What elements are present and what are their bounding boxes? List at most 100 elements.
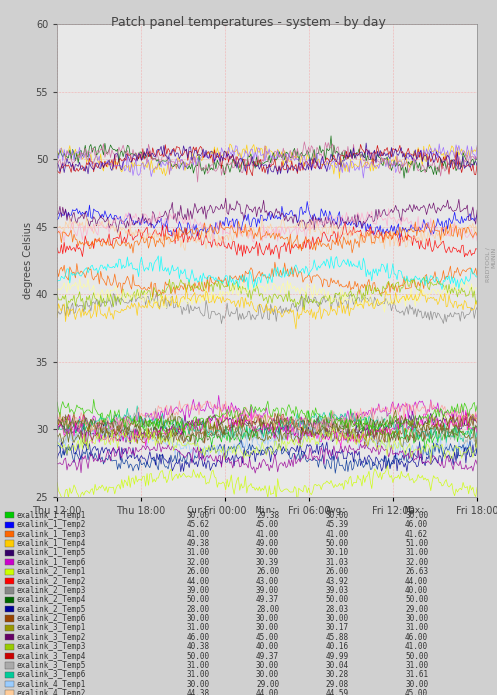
- Text: 28.00: 28.00: [186, 605, 210, 614]
- Text: 43.92: 43.92: [326, 577, 349, 585]
- Text: 26.00: 26.00: [256, 567, 279, 576]
- Text: 31.00: 31.00: [186, 548, 210, 557]
- Text: exalink_2_Temp4: exalink_2_Temp4: [17, 596, 86, 604]
- Text: 44.00: 44.00: [186, 577, 210, 585]
- Text: 31.00: 31.00: [186, 623, 210, 632]
- Text: exalink_1_Temp1: exalink_1_Temp1: [17, 511, 86, 520]
- Text: 44.38: 44.38: [186, 689, 210, 695]
- Text: 41.00: 41.00: [256, 530, 279, 539]
- Text: 26.00: 26.00: [326, 567, 349, 576]
- Text: exalink_1_Temp5: exalink_1_Temp5: [17, 548, 86, 557]
- Text: 31.00: 31.00: [405, 623, 428, 632]
- Text: 51.00: 51.00: [405, 539, 428, 548]
- Text: 31.00: 31.00: [405, 661, 428, 670]
- Text: 30.00: 30.00: [256, 548, 279, 557]
- Text: exalink_3_Temp2: exalink_3_Temp2: [17, 633, 86, 641]
- Text: Max:: Max:: [405, 506, 426, 515]
- Text: 28.00: 28.00: [256, 605, 279, 614]
- Text: 32.00: 32.00: [186, 558, 210, 566]
- Text: exalink_3_Temp5: exalink_3_Temp5: [17, 661, 86, 670]
- Text: 30.00: 30.00: [326, 511, 349, 520]
- Text: 41.00: 41.00: [326, 530, 349, 539]
- Text: exalink_2_Temp2: exalink_2_Temp2: [17, 577, 86, 585]
- Text: 50.00: 50.00: [405, 652, 428, 660]
- Text: exalink_1_Temp3: exalink_1_Temp3: [17, 530, 86, 539]
- Text: exalink_1_Temp6: exalink_1_Temp6: [17, 558, 86, 566]
- Text: 46.00: 46.00: [186, 633, 210, 641]
- Text: 49.37: 49.37: [256, 596, 279, 604]
- Text: 30.00: 30.00: [326, 614, 349, 623]
- Text: 40.00: 40.00: [256, 642, 279, 651]
- Text: 45.62: 45.62: [186, 521, 210, 529]
- Text: 31.00: 31.00: [186, 661, 210, 670]
- Text: 26.00: 26.00: [186, 567, 210, 576]
- Text: Patch panel temperatures - system - by day: Patch panel temperatures - system - by d…: [111, 16, 386, 29]
- Text: 44.00: 44.00: [256, 689, 279, 695]
- Text: 40.38: 40.38: [186, 642, 210, 651]
- Text: exalink_3_Temp1: exalink_3_Temp1: [17, 623, 86, 632]
- Text: 45.00: 45.00: [256, 521, 279, 529]
- Text: exalink_3_Temp6: exalink_3_Temp6: [17, 671, 86, 679]
- Text: 26.63: 26.63: [405, 567, 428, 576]
- Text: 39.00: 39.00: [256, 586, 279, 595]
- Text: 29.00: 29.00: [256, 680, 279, 689]
- Text: 45.39: 45.39: [326, 521, 349, 529]
- Text: 40.00: 40.00: [405, 586, 428, 595]
- Text: exalink_1_Temp4: exalink_1_Temp4: [17, 539, 86, 548]
- Text: exalink_4_Temp1: exalink_4_Temp1: [17, 680, 86, 689]
- Text: 30.17: 30.17: [326, 623, 349, 632]
- Text: 41.00: 41.00: [405, 642, 428, 651]
- Text: Cur:: Cur:: [186, 506, 208, 515]
- Text: 31.61: 31.61: [405, 671, 428, 679]
- Text: 49.38: 49.38: [186, 539, 210, 548]
- Text: 32.00: 32.00: [405, 558, 428, 566]
- Text: 30.00: 30.00: [256, 671, 279, 679]
- Text: 45.00: 45.00: [405, 689, 428, 695]
- Text: 40.16: 40.16: [326, 642, 349, 651]
- Text: exalink_3_Temp4: exalink_3_Temp4: [17, 652, 86, 660]
- Text: 28.03: 28.03: [326, 605, 349, 614]
- Text: 31.03: 31.03: [326, 558, 349, 566]
- Text: 30.04: 30.04: [326, 661, 349, 670]
- Text: 44.59: 44.59: [326, 689, 349, 695]
- Text: 30.00: 30.00: [256, 661, 279, 670]
- Text: 29.38: 29.38: [256, 511, 279, 520]
- Text: 50.00: 50.00: [326, 596, 349, 604]
- Text: 29.08: 29.08: [326, 680, 349, 689]
- Text: 39.00: 39.00: [186, 586, 210, 595]
- Text: exalink_2_Temp5: exalink_2_Temp5: [17, 605, 86, 614]
- Text: 30.00: 30.00: [186, 511, 210, 520]
- Text: Min:: Min:: [256, 506, 277, 515]
- Text: 45.00: 45.00: [256, 633, 279, 641]
- Y-axis label: degrees Celsius: degrees Celsius: [23, 222, 33, 299]
- Text: 30.28: 30.28: [326, 671, 349, 679]
- Text: 30.00: 30.00: [405, 680, 428, 689]
- Text: 30.10: 30.10: [326, 548, 349, 557]
- Text: exalink_3_Temp3: exalink_3_Temp3: [17, 642, 86, 651]
- Text: 29.00: 29.00: [405, 605, 428, 614]
- Text: 30.00: 30.00: [256, 614, 279, 623]
- Text: 41.00: 41.00: [186, 530, 210, 539]
- Text: 30.00: 30.00: [186, 680, 210, 689]
- Text: RRDTOOL /
MUNIN: RRDTOOL / MUNIN: [485, 247, 496, 281]
- Text: 50.00: 50.00: [186, 652, 210, 660]
- Text: 50.00: 50.00: [405, 596, 428, 604]
- Text: 30.00: 30.00: [186, 614, 210, 623]
- Text: 49.37: 49.37: [256, 652, 279, 660]
- Text: exalink_2_Temp1: exalink_2_Temp1: [17, 567, 86, 576]
- Text: 31.00: 31.00: [405, 548, 428, 557]
- Text: 39.03: 39.03: [326, 586, 349, 595]
- Text: 49.00: 49.00: [256, 539, 279, 548]
- Text: 30.00: 30.00: [405, 614, 428, 623]
- Text: 46.00: 46.00: [405, 633, 428, 641]
- Text: Avg:: Avg:: [326, 506, 347, 515]
- Text: 46.00: 46.00: [405, 521, 428, 529]
- Text: exalink_4_Temp2: exalink_4_Temp2: [17, 689, 86, 695]
- Text: 43.00: 43.00: [256, 577, 279, 585]
- Text: exalink_1_Temp2: exalink_1_Temp2: [17, 521, 86, 529]
- Text: 50.00: 50.00: [326, 539, 349, 548]
- Text: 30.39: 30.39: [256, 558, 279, 566]
- Text: exalink_2_Temp3: exalink_2_Temp3: [17, 586, 86, 595]
- Text: 50.00: 50.00: [186, 596, 210, 604]
- Text: 44.00: 44.00: [405, 577, 428, 585]
